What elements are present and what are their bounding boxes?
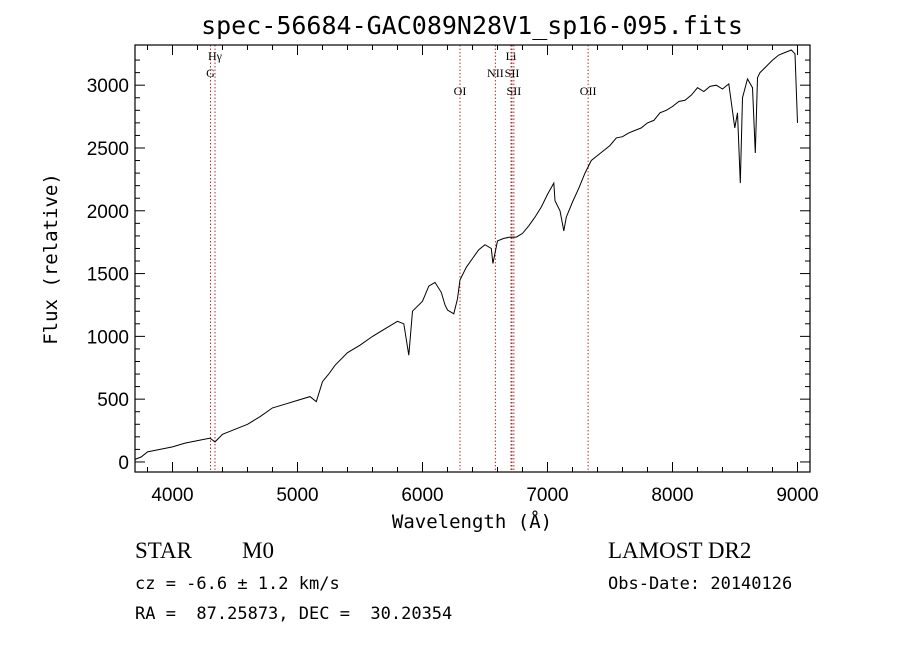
x-tick-label: 5000 — [276, 485, 318, 506]
coordinates: RA = 87.25873, DEC = 30.20354 — [135, 604, 453, 624]
y-tick-label: 1500 — [87, 265, 129, 286]
marker-label-5: SII — [505, 66, 520, 80]
y-tick-label: 500 — [97, 390, 129, 411]
series-line-spectrum — [134, 49, 798, 460]
y-axis: 0 500 1000 1500 2000 2500 3000 — [87, 59, 810, 474]
y-tick-label: 2000 — [87, 202, 129, 223]
y-tick-label: 3000 — [87, 76, 129, 97]
x-tick-label: 7000 — [526, 485, 568, 506]
marker-label-0: Hγ — [208, 49, 223, 63]
redshift-cz: cz = -6.6 ± 1.2 km/s — [135, 574, 340, 594]
x-axis: 4000 5000 6000 7000 8000 9000 — [147, 45, 819, 506]
marker-lines — [210, 45, 589, 472]
y-axis-label: Flux (relative) — [40, 173, 62, 345]
chart-title: spec-56684-GAC089N28V1_sp16-095.fits — [201, 11, 743, 40]
marker-label-7: OII — [580, 84, 597, 98]
object-subclass: M0 — [242, 538, 274, 563]
y-tick-label: 1000 — [87, 327, 129, 348]
marker-label-6: SII — [507, 84, 522, 98]
y-tick-label: 2500 — [87, 139, 129, 160]
survey-name: LAMOST DR2 — [608, 538, 752, 563]
y-tick-label: 0 — [118, 453, 129, 474]
x-tick-label: 4000 — [151, 485, 193, 506]
marker-label-2: OI — [454, 84, 467, 98]
x-tick-label: 6000 — [401, 485, 443, 506]
observation-date: Obs-Date: 20140126 — [608, 574, 793, 594]
x-tick-label: 9000 — [776, 485, 818, 506]
marker-label-1: G — [206, 66, 215, 80]
x-tick-label: 8000 — [651, 485, 693, 506]
object-class: STAR — [135, 538, 192, 563]
marker-label-4: Li — [506, 49, 517, 63]
marker-label-3: NII — [487, 66, 504, 80]
x-axis-label: Wavelength (Å) — [392, 510, 552, 533]
